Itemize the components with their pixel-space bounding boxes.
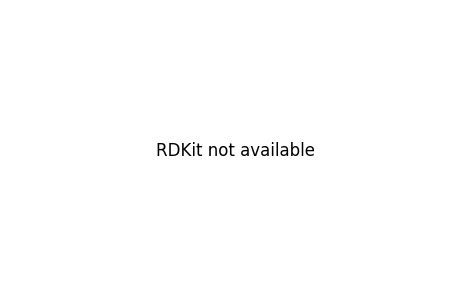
Text: RDKit not available: RDKit not available (156, 142, 314, 160)
